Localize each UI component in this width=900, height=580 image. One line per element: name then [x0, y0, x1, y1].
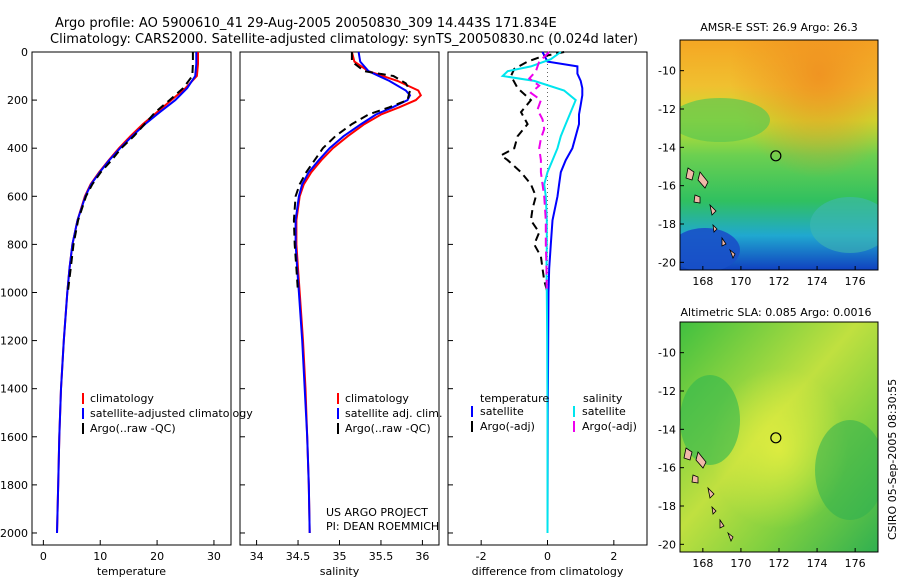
y-tick-label: 400 [7, 142, 28, 155]
y-tick-label: 800 [7, 238, 28, 251]
map-y-tick-label: -14 [658, 141, 676, 154]
legend-label-climatology: climatology [90, 392, 154, 405]
side-timestamp-label: CSIRO 05-Sep-2005 08:30:55 [886, 379, 899, 540]
x-tick-label: 0 [544, 550, 551, 563]
y-tick-label: 1800 [0, 479, 28, 492]
map-x-tick-label: 176 [845, 557, 866, 570]
legend-label-sal-satellite: satellite [582, 405, 626, 418]
sst-cold-patch [680, 228, 740, 270]
map-x-tick-label: 168 [692, 557, 713, 570]
map-x-tick-label: 168 [692, 275, 713, 288]
temperature-panel-frame [31, 51, 232, 546]
x-tick-label: 2 [610, 550, 617, 563]
x-tick-label: 35.5 [369, 550, 394, 563]
x-tick-label: 20 [150, 550, 164, 563]
y-tick-label: 600 [7, 190, 28, 203]
series-line-climatology [56, 52, 199, 534]
project-label: US ARGO PROJECT [326, 506, 428, 519]
map-x-tick-label: 174 [807, 275, 828, 288]
map-x-tick-label: 170 [730, 557, 751, 570]
y-tick-label: 1600 [0, 431, 28, 444]
sla-low-patch-east [815, 420, 878, 520]
x-tick-label: 34 [250, 550, 264, 563]
series-line-argo-raw-qc- [66, 52, 194, 293]
sla-argo-location-marker [770, 432, 782, 444]
legend-label-temp-argo: Argo(-adj) [480, 420, 535, 433]
series-line-temperature-argo-adj- [499, 51, 565, 293]
series-line-argo-raw-qc- [292, 52, 412, 293]
difference-legend: temperature salinity satellite Argo(-adj… [471, 392, 637, 433]
legend-label-satellite: satellite adj. clim. [345, 407, 442, 420]
sst-map-title: AMSR-E SST: 26.9 Argo: 26.3 [700, 21, 858, 34]
x-tick-label: 36 [415, 550, 429, 563]
map-x-tick-label: 174 [807, 557, 828, 570]
pi-label: PI: DEAN ROEMMICH [326, 520, 439, 533]
salinity-legend: climatology satellite adj. clim. Argo(..… [326, 392, 442, 533]
sla-land-islands [683, 447, 734, 542]
x-axis-label: difference from climatology [472, 565, 624, 578]
difference-plot: -2 0 2 difference from climatology [448, 51, 624, 578]
legend-header-salinity: salinity [583, 392, 623, 405]
sst-teal-patch [810, 197, 878, 253]
salinity-plot: 34 34.5 35 35.5 36 salinity [240, 51, 429, 578]
map-y-tick-label: -10 [658, 65, 676, 78]
legend-label-argo: Argo(..raw -QC) [90, 422, 176, 435]
map-x-tick-label: 176 [845, 275, 866, 288]
y-tick-label: 1000 [0, 286, 28, 299]
x-tick-label: 30 [207, 550, 221, 563]
sla-map-axes: 168 170 172 174 176 -10 -12 -14 -16 -18 -20 [658, 347, 866, 570]
sst-argo-location-marker [770, 150, 782, 162]
legend-label-climatology: climatology [345, 392, 409, 405]
sst-map-axes: 168 170 172 174 176 -10 -12 -14 -16 -18 -20 [658, 65, 866, 288]
map-x-tick-label: 172 [769, 557, 790, 570]
sst-land-islands [685, 167, 736, 259]
y-tick-label: 1200 [0, 335, 28, 348]
sst-green-patch [680, 98, 770, 142]
x-axis-label: temperature [97, 565, 166, 578]
y-tick-label: 1400 [0, 383, 28, 396]
series-line-temperature-satellite [541, 51, 584, 534]
y-tick-label: 2000 [0, 527, 28, 540]
x-axis-label: salinity [320, 565, 360, 578]
map-x-tick-label: 170 [730, 275, 751, 288]
x-tick-label: 35 [333, 550, 347, 563]
series-line-climatology [295, 51, 423, 534]
temperature-legend: climatology satellite-adjusted climatolo… [82, 392, 253, 435]
y-tick-label: 200 [7, 94, 28, 107]
map-y-tick-label: -18 [658, 500, 676, 513]
legend-header-temperature: temperature [480, 392, 549, 405]
sst-map-image [680, 40, 878, 270]
x-tick-label: 10 [93, 550, 107, 563]
x-tick-label: -2 [476, 550, 487, 563]
map-y-tick-label: -10 [658, 347, 676, 360]
legend-label-sal-argo: Argo(-adj) [582, 420, 637, 433]
salinity-panel-frame [239, 51, 440, 546]
legend-label-satellite: satellite-adjusted climatology [90, 407, 253, 420]
map-y-tick-label: -14 [658, 423, 676, 436]
sla-map-image [680, 322, 878, 552]
map-y-tick-label: -20 [658, 538, 676, 551]
series-line-satellite-adj-clim- [294, 51, 412, 534]
series-line-salinity-argo-adj- [527, 51, 550, 293]
map-x-tick-label: 172 [769, 275, 790, 288]
map-y-tick-label: -12 [658, 103, 676, 116]
temperature-plot: 0 10 20 30 temperature 0 200 400 600 800 1000 1200 1… [0, 46, 221, 578]
map-y-tick-label: -12 [658, 385, 676, 398]
sla-map-title: Altimetric SLA: 0.085 Argo: 0.0016 [680, 306, 871, 319]
figure-title-line2: Climatology: CARS2000. Satellite-adjuste… [50, 32, 638, 47]
map-y-tick-label: -16 [658, 462, 676, 475]
map-y-tick-label: -18 [658, 218, 676, 231]
series-line-satellite-adjusted-climatology [56, 52, 198, 534]
series-line-salinity-satellite [500, 51, 577, 533]
x-tick-label: 34.5 [286, 550, 311, 563]
y-tick-label: 0 [21, 46, 28, 59]
legend-label-temp-satellite: satellite [480, 405, 524, 418]
map-y-tick-label: -20 [658, 256, 676, 269]
map-y-tick-label: -16 [658, 180, 676, 193]
x-tick-label: 0 [40, 550, 47, 563]
figure-title-line1: Argo profile: AO 5900610_41 29-Aug-2005 … [55, 16, 557, 31]
sla-low-patch [680, 375, 740, 465]
legend-label-argo: Argo(..raw -QC) [345, 422, 431, 435]
